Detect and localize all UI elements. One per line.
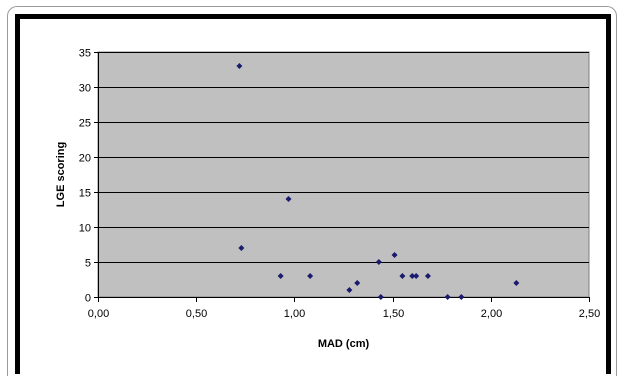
data-point <box>413 273 420 279</box>
data-point <box>285 196 292 202</box>
data-point <box>375 259 382 265</box>
y-tick-label: 15 <box>79 188 91 200</box>
data-point <box>409 273 416 279</box>
x-tick-label: 1,50 <box>383 308 404 320</box>
data-point <box>424 273 431 279</box>
data-point <box>444 294 451 300</box>
scatter-chart: 0 5 10 15 20 25 30 35 0,00 0,50 1,00 1,50 2,00 2,50 M… <box>55 48 600 351</box>
y-tick-label: 20 <box>79 153 91 165</box>
y-tick-label: 5 <box>85 258 91 270</box>
data-point <box>238 245 245 251</box>
axes-group <box>94 52 590 302</box>
y-tick-label: 35 <box>79 48 91 60</box>
data-point <box>354 280 361 286</box>
x-tick-label: 0,50 <box>186 308 207 320</box>
plot-area-group <box>97 51 590 298</box>
y-tick-label: 30 <box>79 83 91 95</box>
gridlines-group <box>98 52 589 263</box>
data-points-group <box>236 63 520 300</box>
x-axis-title: MAD (cm) <box>318 338 370 350</box>
y-tick-label: 10 <box>79 223 91 235</box>
y-axis-title: LGE scoring <box>55 142 67 207</box>
data-point <box>399 273 406 279</box>
x-tick-label: 1,00 <box>284 308 305 320</box>
data-point <box>458 294 465 300</box>
plot-area <box>97 51 590 298</box>
data-point <box>236 63 243 69</box>
data-point <box>377 294 384 300</box>
data-point <box>346 287 353 293</box>
data-point <box>307 273 314 279</box>
x-tick-label: 0,00 <box>88 308 109 320</box>
y-tick-label: 0 <box>85 293 91 305</box>
data-point <box>277 273 284 279</box>
data-point <box>513 280 520 286</box>
tick-labels-group: 0 5 10 15 20 25 30 35 0,00 0,50 1,00 1,50 2,00 2,50 <box>79 48 600 321</box>
data-point <box>391 252 398 258</box>
y-tick-label: 25 <box>79 118 91 130</box>
x-tick-label: 2,50 <box>579 308 600 320</box>
x-tick-label: 2,00 <box>481 308 502 320</box>
